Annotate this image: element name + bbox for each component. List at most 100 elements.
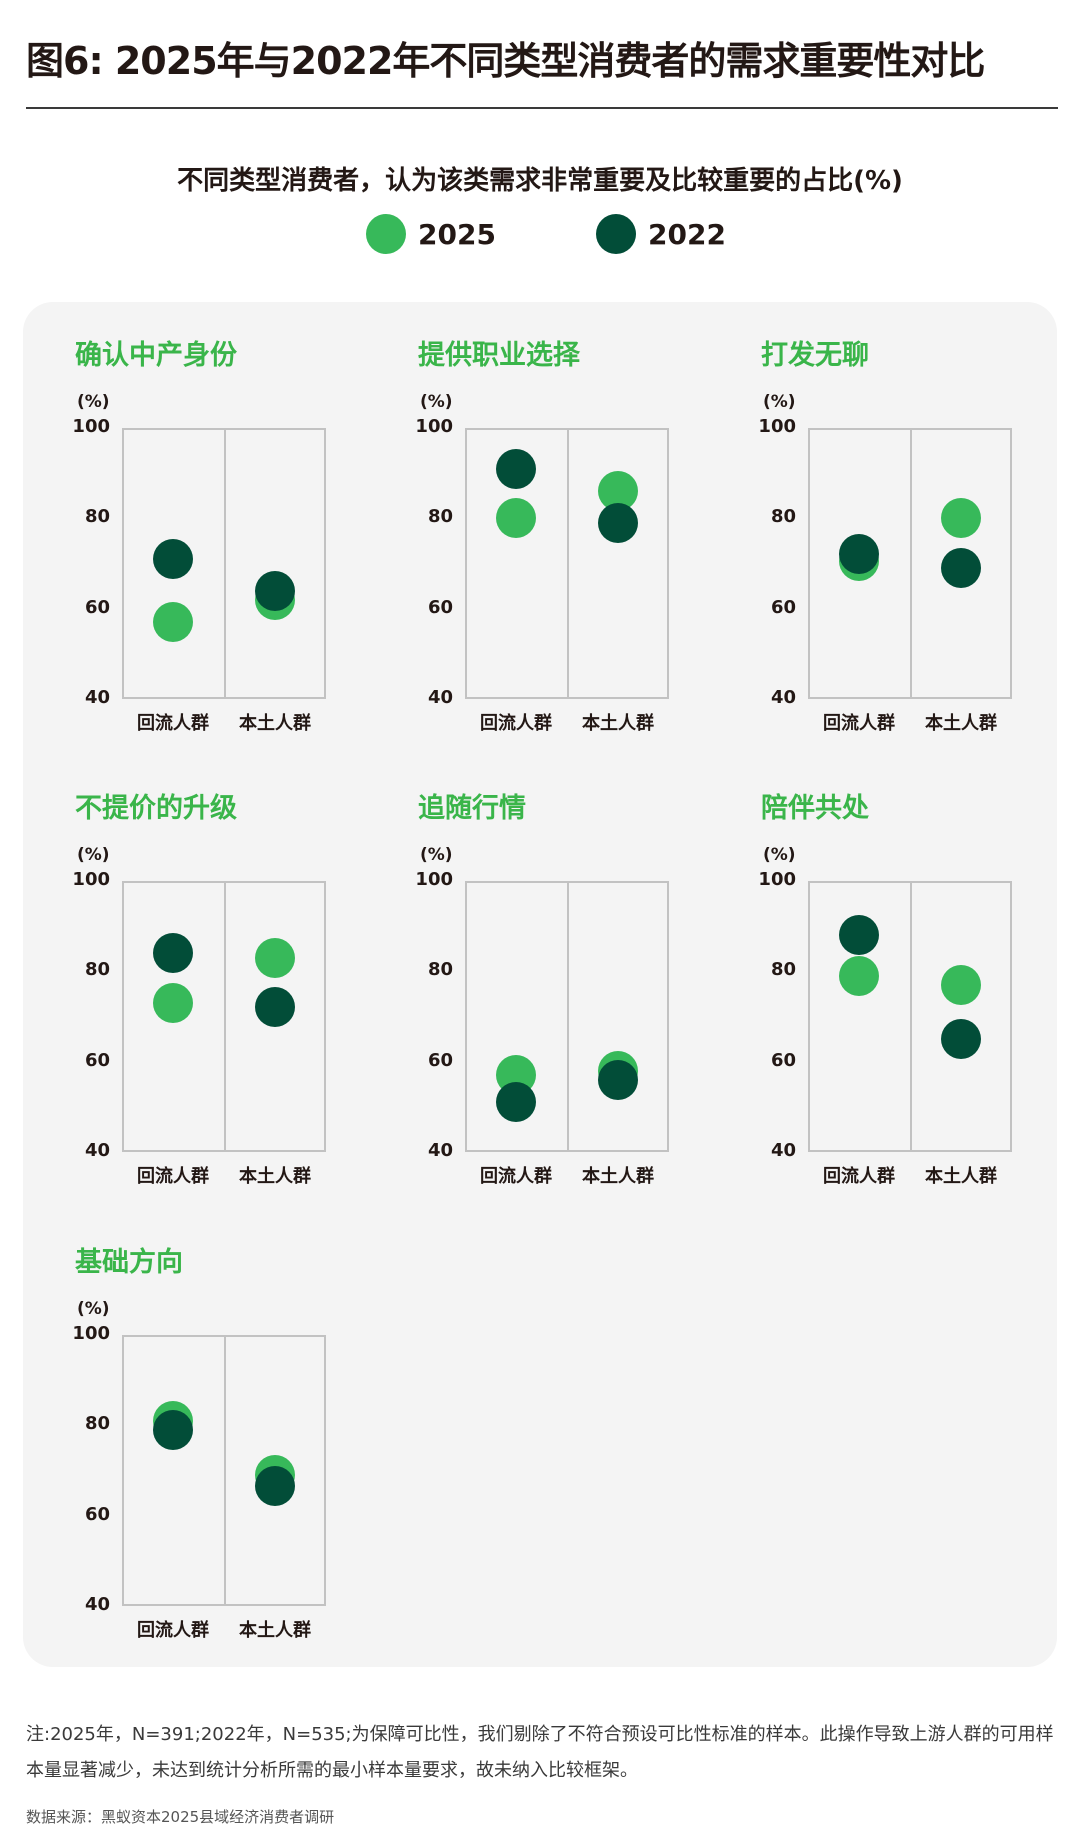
y-tick-label: 60	[427, 1049, 453, 1071]
data-point-2025	[496, 498, 536, 539]
y-unit-label: (%)	[763, 845, 796, 865]
y-tick-label: 80	[770, 959, 796, 981]
charts-panel	[23, 302, 1057, 1667]
plot-area	[122, 881, 326, 1152]
x-category-label: 本土人群	[239, 1166, 311, 1187]
x-category-label: 本土人群	[925, 713, 997, 734]
legend-label-2022: 2022	[648, 217, 726, 251]
title-divider	[26, 107, 1058, 109]
y-tick-label: 100	[758, 416, 796, 437]
y-tick-label: 80	[84, 1413, 110, 1435]
chart-subtitle: 不同类型消费者，认为该类需求非常重要及比较重要的占比(%)	[177, 166, 903, 196]
y-tick-label: 80	[427, 506, 453, 528]
category-divider	[224, 430, 226, 697]
plot-area	[122, 428, 326, 699]
y-tick-label: 60	[770, 596, 796, 618]
data-point-2022	[255, 987, 295, 1028]
y-tick-label: 40	[427, 1140, 453, 1161]
y-tick-label: 100	[72, 1323, 110, 1344]
category-divider	[567, 430, 569, 697]
data-point-2022	[598, 502, 638, 543]
x-category-label: 本土人群	[582, 1166, 654, 1187]
y-unit-label: (%)	[77, 392, 110, 412]
data-point-2025	[941, 498, 981, 539]
y-tick-label: 100	[72, 416, 110, 437]
x-category-label: 回流人群	[480, 1166, 552, 1187]
y-tick-label: 60	[84, 596, 110, 618]
y-tick-label: 80	[427, 959, 453, 981]
legend-item-2025: 2025	[366, 214, 496, 254]
category-divider	[224, 883, 226, 1150]
y-tick-label: 100	[415, 416, 453, 437]
data-point-2022	[255, 570, 295, 611]
legend-swatch-2022	[596, 214, 636, 254]
y-tick-label: 100	[72, 869, 110, 890]
y-unit-label: (%)	[420, 392, 453, 412]
y-unit-label: (%)	[420, 845, 453, 865]
x-category-label: 本土人群	[239, 1620, 311, 1641]
x-category-label: 本土人群	[925, 1166, 997, 1187]
data-point-2022	[255, 1466, 295, 1507]
x-category-label: 回流人群	[137, 1166, 209, 1187]
y-tick-label: 100	[758, 869, 796, 890]
data-point-2022	[839, 915, 879, 956]
data-point-2022	[941, 1019, 981, 1060]
plot-area	[808, 428, 1012, 699]
x-category-label: 回流人群	[823, 713, 895, 734]
panel-title: 不提价的升级	[75, 793, 237, 824]
legend-item-2022: 2022	[596, 214, 726, 254]
y-tick-label: 40	[84, 1594, 110, 1615]
category-divider	[910, 883, 912, 1150]
y-tick-label: 40	[427, 687, 453, 708]
x-category-label: 本土人群	[582, 713, 654, 734]
data-source: 数据来源：黑蚁资本2025县域经济消费者调研	[26, 1808, 335, 1826]
panel-title: 打发无聊	[761, 340, 869, 371]
x-category-label: 回流人群	[137, 1620, 209, 1641]
data-point-2022	[839, 534, 879, 575]
panel-title: 追随行情	[418, 793, 526, 824]
y-tick-label: 40	[770, 1140, 796, 1161]
x-category-label: 回流人群	[823, 1166, 895, 1187]
footnote: 注:2025年，N=391;2022年，N=535;为保障可比性，我们剔除了不符…	[26, 1724, 1054, 1781]
x-category-label: 本土人群	[239, 713, 311, 734]
category-divider	[567, 883, 569, 1150]
data-point-2025	[255, 937, 295, 978]
plot-area	[122, 1335, 326, 1606]
y-tick-label: 40	[84, 687, 110, 708]
data-point-2022	[496, 1082, 536, 1123]
y-tick-label: 40	[770, 687, 796, 708]
data-point-2022	[941, 548, 981, 589]
data-point-2025	[153, 602, 193, 643]
panel-title: 确认中产身份	[75, 340, 237, 371]
category-divider	[224, 1337, 226, 1604]
y-unit-label: (%)	[77, 1299, 110, 1319]
category-divider	[910, 430, 912, 697]
y-tick-label: 80	[84, 506, 110, 528]
y-tick-label: 80	[84, 959, 110, 981]
data-point-2022	[153, 1409, 193, 1450]
legend-label-2025: 2025	[418, 217, 496, 251]
y-tick-label: 60	[770, 1049, 796, 1071]
x-category-label: 回流人群	[480, 713, 552, 734]
plot-area	[808, 881, 1012, 1152]
panel-title: 提供职业选择	[418, 340, 580, 371]
panel-title: 陪伴共处	[761, 793, 869, 824]
y-tick-label: 60	[427, 596, 453, 618]
data-point-2025	[839, 955, 879, 996]
data-point-2022	[496, 448, 536, 489]
data-point-2022	[153, 538, 193, 579]
data-point-2025	[153, 982, 193, 1023]
data-point-2025	[941, 964, 981, 1005]
plot-area	[465, 428, 669, 699]
legend: 2025 2022	[0, 214, 1080, 258]
y-tick-label: 40	[84, 1140, 110, 1161]
panel-title: 基础方向	[75, 1247, 183, 1278]
y-tick-label: 80	[770, 506, 796, 528]
y-unit-label: (%)	[763, 392, 796, 412]
x-category-label: 回流人群	[137, 713, 209, 734]
data-point-2022	[153, 933, 193, 974]
data-point-2022	[598, 1059, 638, 1100]
y-tick-label: 60	[84, 1503, 110, 1525]
legend-swatch-2025	[366, 214, 406, 254]
y-tick-label: 100	[415, 869, 453, 890]
